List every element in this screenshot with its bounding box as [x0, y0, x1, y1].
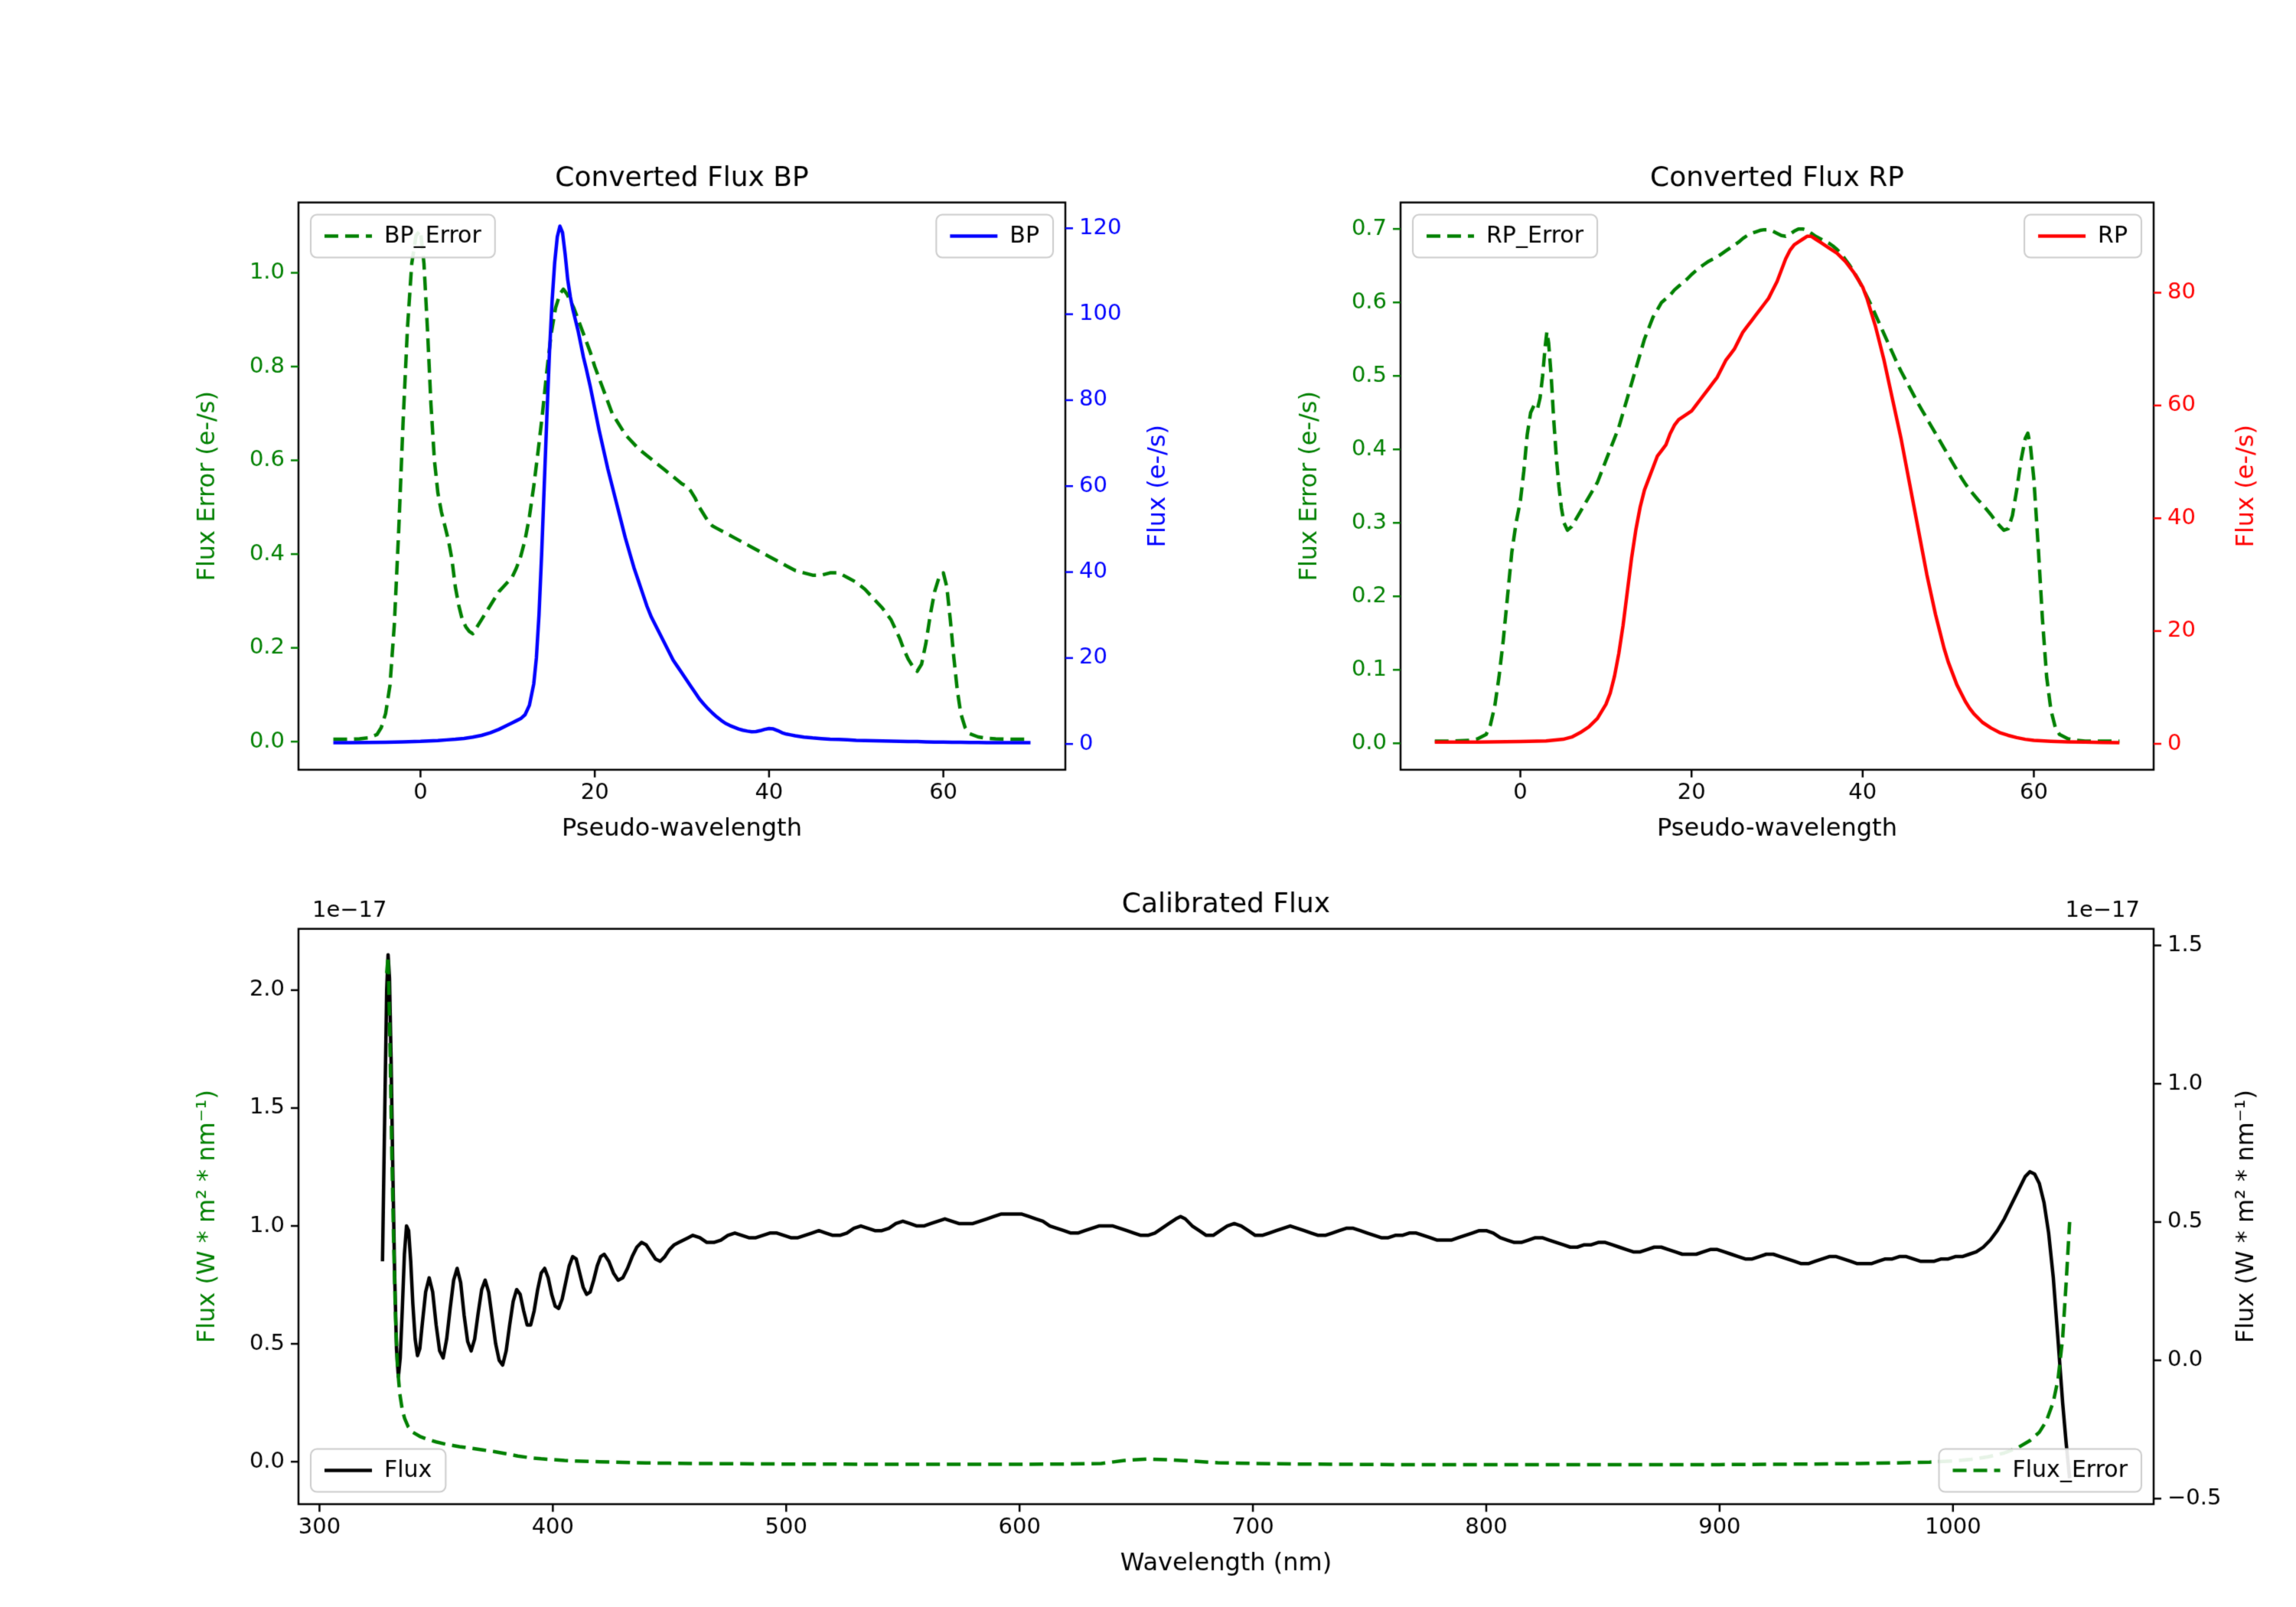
- figure-canvas: [0, 0, 2296, 1607]
- matplotlib-figure: [0, 0, 2296, 1607]
